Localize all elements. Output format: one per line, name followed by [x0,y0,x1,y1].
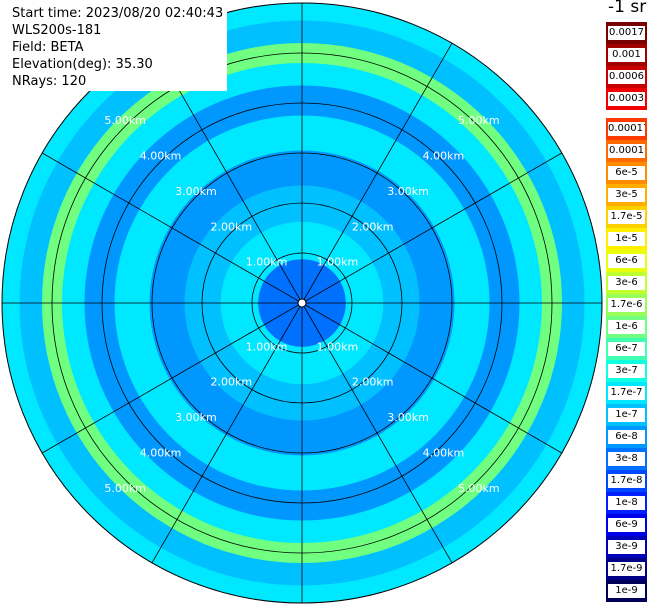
legend-label: 6e-7 [608,342,645,356]
legend-entry: 0.0003 [606,88,647,110]
nrays: NRays: 120 [12,74,87,89]
legend-label: 3e-8 [608,452,645,466]
legend-entry: 3e-5 [606,184,647,206]
azimuth-spoke [41,152,303,304]
legend-label: 3e-7 [608,364,645,378]
range-ring-label: 3.00km [175,185,217,198]
legend-label: 0.0001 [608,144,645,158]
start-time: Start time: 2023/08/20 02:40:43 [12,6,224,21]
legend-entry: 1.7e-8 [606,470,647,492]
legend-label: 3e-9 [608,540,645,554]
range-ring-label: 5.00km [104,114,146,127]
legend-label: 1.7e-7 [608,386,645,400]
legend-label: 3e-6 [608,276,645,290]
legend-entry: 1e-9 [606,580,647,602]
radar-center-marker [297,298,307,308]
azimuth-spoke [301,302,562,454]
legend-label: 6e-9 [608,518,645,532]
range-grid [1,2,603,604]
range-ring-label: 1.00km [246,340,288,353]
legend-label: 0.0006 [608,70,645,84]
range-ring-label: 4.00km [140,446,182,459]
legend-entry: 3e-6 [606,272,647,294]
legend-entry: 6e-7 [606,338,647,360]
ppi-scan-plot: 1.00km 1.00km 1.00km 1.00km 2.00km 2.00km 2.00… [1,2,603,604]
range-ring-label: 2.00km [352,220,394,233]
range-ring-label: 2.00km [352,376,394,389]
range-ring-label: 4.00km [140,150,182,163]
legend-entry: 6e-5 [606,162,647,184]
legend-label: 1e-9 [608,584,645,598]
legend-entry: 0.001 [606,44,647,66]
legend-label: 1.7e-9 [608,562,645,576]
range-ring-label: 4.00km [423,150,465,163]
legend-entry: 1.7e-9 [606,558,647,580]
legend-entry: 3e-9 [606,536,647,558]
range-ring-label: 5.00km [458,482,500,495]
legend-label: 1e-5 [608,232,645,246]
azimuth-spoke [301,152,562,304]
azimuth-spoke [41,302,303,454]
range-ring-label: 3.00km [387,411,429,424]
legend-entry: 0.0006 [606,66,647,88]
range-ring-label: 3.00km [387,185,429,198]
range-ring-label: 5.00km [458,114,500,127]
range-ring-label: 3.00km [175,411,217,424]
legend-label: 0.0003 [608,92,645,106]
colorbar-legend: 0.0017 0.001 0.0006 0.0003 0.00017 0.0001 6e-5… [606,22,647,602]
range-ring-label: 5.00km [104,482,146,495]
legend-entry: 6e-8 [606,426,647,448]
scan-info-box: Start time: 2023/08/20 02:40:43 WLS200s-… [12,5,228,91]
legend-label: 3e-5 [608,188,645,202]
legend-entry: 0.00017 [606,118,647,140]
legend-label: 0.001 [608,48,645,62]
legend-entry: 0.0001 [606,140,647,162]
legend-label: 6e-6 [608,254,645,268]
legend-label: 1.7e-5 [608,210,645,224]
legend-entry: 1.7e-7 [606,382,647,404]
range-ring-label: 2.00km [211,376,253,389]
legend-label: 1.7e-8 [608,474,645,488]
range-labels: 1.00km 1.00km 1.00km 1.00km 2.00km 2.00km 2.00… [104,114,499,495]
azimuth-spoke [151,302,303,563]
legend-entry: 3e-8 [606,448,647,470]
field-name: Field: BETA [12,40,84,55]
instrument-name: WLS200s-181 [12,23,102,38]
range-ring-label: 1.00km [317,256,359,269]
azimuth-spoke [301,42,453,304]
legend-entry: 1.7e-5 [606,206,647,228]
legend-label: 1.7e-6 [608,298,645,312]
legend-entry: 6e-6 [606,250,647,272]
legend-label: 0.0017 [608,26,645,40]
elevation: Elevation(deg): 35.30 [12,57,153,72]
legend-label: 1e-6 [608,320,645,334]
legend-entry: 1e-6 [606,316,647,338]
legend-entry: 0.0017 [606,22,647,44]
range-ring-label: 2.00km [211,220,253,233]
legend-label: 6e-5 [608,166,645,180]
legend-entry: 6e-9 [606,514,647,536]
legend-label: 1e-8 [608,496,645,510]
legend-entry: 1e-8 [606,492,647,514]
legend-label: 0.00017 [608,122,645,136]
range-ring-label: 1.00km [246,256,288,269]
range-ring-label: 4.00km [423,446,465,459]
legend-entry: 1e-5 [606,228,647,250]
legend-label: 1e-7 [608,408,645,422]
colorbar-units: -1 sr [608,0,647,17]
legend-entry: 1e-7 [606,404,647,426]
legend-entry: 1.7e-6 [606,294,647,316]
azimuth-spoke [301,302,453,563]
legend-label: 6e-8 [608,430,645,444]
legend-entry: 3e-7 [606,360,647,382]
range-ring-label: 1.00km [317,340,359,353]
